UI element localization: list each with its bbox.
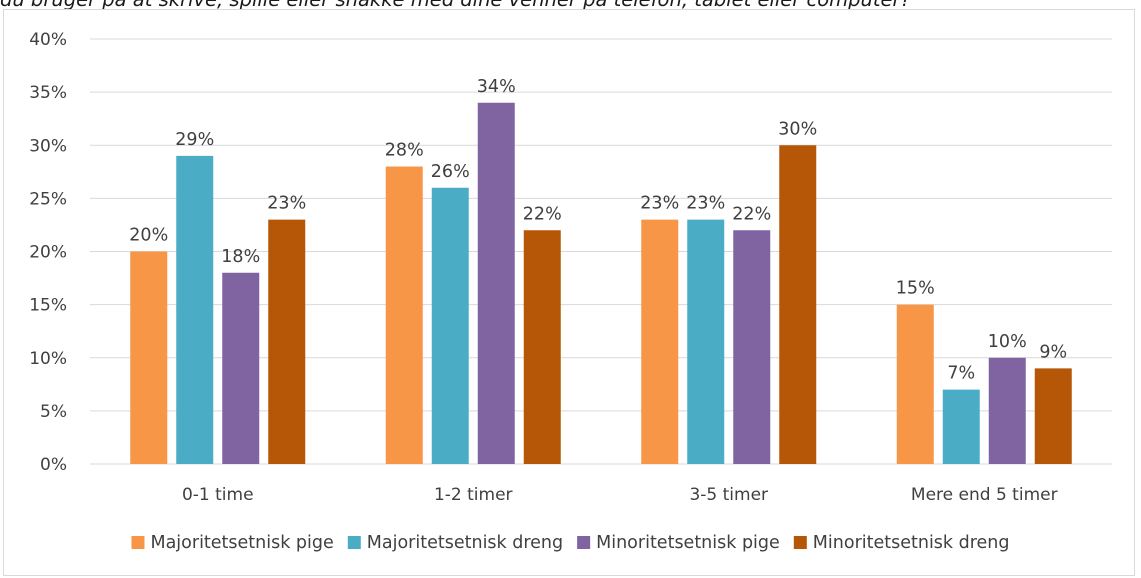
y-tick-label: 30% [29,136,67,156]
x-tick-label: Mere end 5 timer [911,485,1058,505]
x-tick-label: 3-5 timer [689,485,768,505]
legend-swatch [793,536,807,549]
bar [176,155,214,464]
bar [942,389,980,464]
bar [431,187,469,464]
legend-item: Minoritetsetnisk dreng [793,533,1010,553]
legend-swatch [131,536,145,549]
bar [779,145,817,464]
y-tick-label: 20% [29,243,67,263]
y-tick-label: 10% [29,349,67,369]
data-label: 29% [175,130,214,150]
legend-label: Minoritetsetnisk dreng [813,533,1010,553]
y-axis: 0% 5% 10% 15% 20% 25% 30% 35% 40% [29,30,67,475]
legend-item: Majoritetsetnisk pige [131,533,334,553]
data-label: 34% [477,77,516,97]
data-label: 15% [896,279,935,299]
bar [130,251,168,464]
x-axis: 0-1 time 1-2 timer 3-5 timer Mere end 5 tim… [182,485,1058,505]
data-label: 20% [129,226,168,246]
data-label: 9% [1039,342,1067,362]
bar [222,272,260,464]
y-tick-label: 40% [29,30,67,50]
legend-item: Majoritetsetnisk dreng [347,533,563,553]
legend-label: Majoritetsetnisk pige [150,533,333,553]
x-tick-label: 1-2 timer [434,485,513,505]
bar [641,219,679,464]
y-tick-label: 0% [40,455,67,475]
bar [896,304,934,464]
legend: Majoritetsetnisk pige Majoritetsetnisk dr… [131,533,1010,553]
y-tick-label: 15% [29,296,67,316]
y-tick-label: 5% [40,402,67,422]
bar [988,357,1026,464]
legend-label: Majoritetsetnisk dreng [367,533,563,553]
legend-swatch [347,536,361,549]
data-label: 18% [221,247,260,267]
data-label: 23% [640,194,679,214]
data-label: 10% [988,332,1027,352]
bars [130,102,1072,464]
bar [1034,368,1072,464]
y-tick-label: 35% [29,83,67,103]
legend-label: Minoritetsetnisk pige [596,533,780,553]
data-label: 23% [267,194,306,214]
legend-swatch [577,536,591,549]
data-label: 7% [947,364,975,384]
bar [523,230,561,464]
bar [477,102,515,464]
chart-title: du bruger på at skrive, spille eller sna… [0,0,1141,13]
data-label: 26% [431,162,470,182]
bar [733,230,771,464]
x-tick-label: 0-1 time [182,485,254,505]
data-labels: 20% 29% 18% 23% 28% 26% 34% 22% 23% 23% 22% 30% 15% 7… [129,77,1067,384]
y-tick-label: 25% [29,189,67,209]
chart-frame [3,9,1135,576]
data-label: 22% [732,204,771,224]
bar [268,219,306,464]
gridlines [90,38,1112,465]
bar [385,166,423,464]
data-label: 23% [686,194,725,214]
data-label: 28% [385,141,424,161]
data-label: 22% [523,204,562,224]
legend-item: Minoritetsetnisk pige [577,533,780,553]
bar [687,219,725,464]
data-label: 30% [778,119,817,139]
